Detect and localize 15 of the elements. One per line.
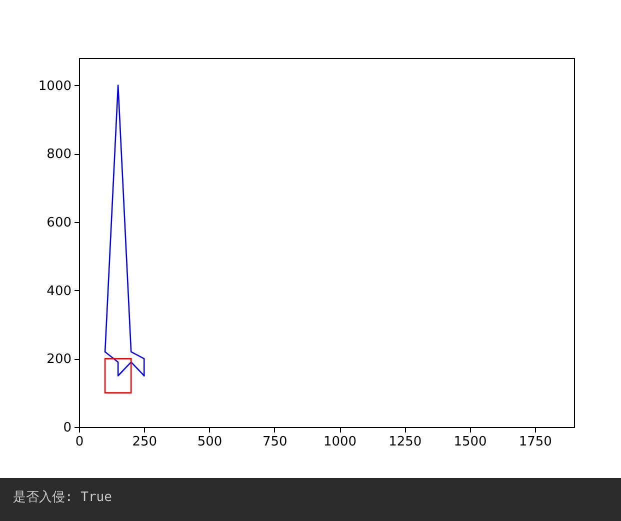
x-tick-label: 0 [75,434,84,450]
y-tick-label: 200 [46,352,72,368]
x-tick-label: 750 [262,434,288,450]
text: 是否入侵: True [13,489,112,506]
y-tick-label: 600 [46,216,72,230]
x-tick-label: 1500 [454,434,487,450]
x-tick-label: 1250 [388,434,422,450]
x-tick-label: 250 [132,434,158,450]
x-tick-label: 1000 [323,434,357,450]
y-tick-label: 800 [46,147,72,162]
y-tick-label: 0 [63,420,72,436]
x-tick-label: 500 [197,434,222,450]
x-tick-label: 1750 [518,434,552,450]
y-tick-label: 400 [46,284,72,299]
y-tick-label: 1000 [38,78,72,94]
